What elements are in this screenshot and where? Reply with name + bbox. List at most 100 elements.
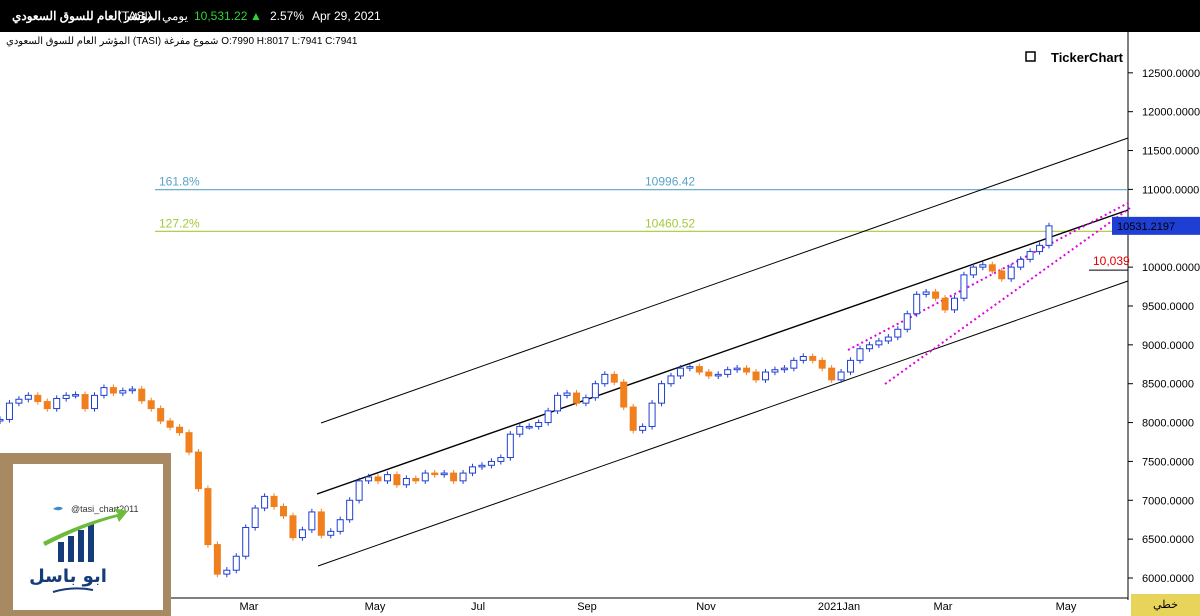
candle-body	[1017, 258, 1025, 268]
candle-body	[988, 264, 996, 272]
candle-body	[799, 355, 807, 361]
candle-body	[875, 340, 883, 346]
candle-body	[43, 401, 51, 410]
candle-body	[204, 488, 212, 546]
candle-body	[535, 422, 543, 427]
candle-body	[932, 291, 940, 299]
candle-body	[658, 383, 666, 404]
candle-body	[743, 367, 751, 373]
candle-body	[374, 476, 382, 482]
fibonacci-levels: 161.8% 10996.42 127.2% 10460.52	[155, 175, 1128, 232]
candle-body	[478, 464, 486, 468]
candle-body	[601, 373, 609, 385]
candle-body	[308, 511, 316, 531]
candle-body	[336, 519, 344, 532]
up-arrow-icon: ▲	[250, 9, 262, 23]
last-price-tag	[1112, 216, 1200, 235]
bar-icon-3	[78, 530, 84, 562]
time-tick-label: Nov	[696, 601, 716, 613]
index-title: المؤشر العام للسوق السعودي	[12, 9, 161, 23]
candle-body	[242, 526, 250, 557]
candle-body	[138, 388, 146, 402]
ticker-chart-logo-icon	[1025, 51, 1036, 62]
watermark-name: ابو باسل	[29, 566, 107, 587]
candle-body	[185, 432, 193, 453]
bar-icon-4	[88, 524, 94, 562]
candle-body	[383, 474, 391, 482]
candle-body	[298, 529, 306, 539]
candle-body	[440, 472, 448, 476]
fib-level-percent: 161.8%	[159, 175, 200, 189]
time-tick-label: 2021Jan	[818, 601, 860, 613]
candle-body	[431, 472, 439, 476]
candle-body	[941, 297, 949, 311]
period-label: يومي	[162, 9, 188, 23]
ohlc-info: المؤشر العام للسوق السعودي (TASI) شموع م…	[6, 36, 358, 47]
fib-level-value: 10460.52	[645, 216, 695, 230]
candle-body	[223, 569, 231, 575]
price-tick-label: 7000.0000	[1142, 495, 1194, 507]
growth-arrow-icon	[43, 508, 128, 546]
candle-body	[639, 425, 647, 431]
candle-body	[289, 515, 297, 539]
candle-body	[261, 495, 269, 509]
signature-swoosh	[52, 587, 94, 593]
watermark-logo: @tasi_chart2011 ابو باسل	[0, 453, 171, 616]
candle-body	[251, 507, 259, 528]
candle-body	[62, 394, 70, 399]
candle-body	[544, 410, 552, 424]
bar-icon-2	[68, 536, 74, 562]
trend-lines	[316, 137, 1131, 567]
time-axis: Mar May Jul Sep Nov 2021Jan Mar May	[240, 601, 1077, 613]
level-marker-label: 10,039	[1093, 254, 1130, 268]
candle-body	[913, 293, 921, 315]
candle-body	[516, 425, 524, 435]
change-percent: 2.57%	[270, 9, 305, 23]
candle-body	[828, 367, 836, 381]
candle-body	[459, 472, 467, 482]
candle-body	[0, 418, 4, 422]
candle-body	[771, 369, 779, 373]
candle-body	[998, 270, 1006, 280]
candle-body	[166, 420, 174, 428]
time-tick-label: Sep	[577, 601, 597, 613]
candle-body	[1007, 266, 1015, 280]
time-tick-label: May	[365, 601, 386, 613]
candle-body	[724, 369, 732, 375]
candle-body	[327, 530, 335, 536]
ticker-chart-brand: TickerChart	[1051, 50, 1124, 65]
candle-body	[270, 495, 278, 507]
candle-body	[525, 425, 533, 429]
candle-body	[469, 466, 477, 474]
price-tick-label: 9500.0000	[1142, 301, 1194, 313]
candle-body	[818, 359, 826, 369]
price-tick-label: 11500.0000	[1142, 146, 1199, 158]
price-chart[interactable]: المؤشر العام للسوق السعودي (TASI) شموع م…	[0, 32, 1200, 616]
candle-body	[15, 398, 23, 404]
candle-body	[572, 392, 580, 404]
candle-body	[213, 544, 221, 575]
candle-body	[856, 348, 864, 361]
candle-body	[194, 451, 202, 490]
candle-body	[922, 291, 930, 295]
title-bar: المؤشر العام للسوق السعودي (TASI) يومي 1…	[0, 0, 1200, 32]
channel-upper-line	[320, 137, 1129, 424]
candle-body	[232, 555, 240, 571]
candle-body	[733, 367, 741, 371]
time-tick-label: May	[1056, 601, 1077, 613]
candle-body	[950, 297, 958, 311]
candle-body	[686, 366, 694, 369]
candle-body	[81, 394, 89, 410]
channel-lower-line	[317, 280, 1129, 567]
price-tick-label: 8000.0000	[1142, 418, 1194, 430]
candle-body	[705, 371, 713, 377]
candle-body	[979, 264, 987, 268]
candle-body	[346, 499, 354, 521]
candle-body	[1045, 225, 1053, 246]
candle-body	[100, 387, 108, 396]
candle-body	[894, 328, 902, 338]
price-tick-label: 7500.0000	[1142, 456, 1194, 468]
chart-type-tag[interactable]: خطي	[1131, 594, 1200, 616]
candle-body	[837, 371, 845, 381]
fib-level-value: 10996.42	[645, 175, 695, 189]
